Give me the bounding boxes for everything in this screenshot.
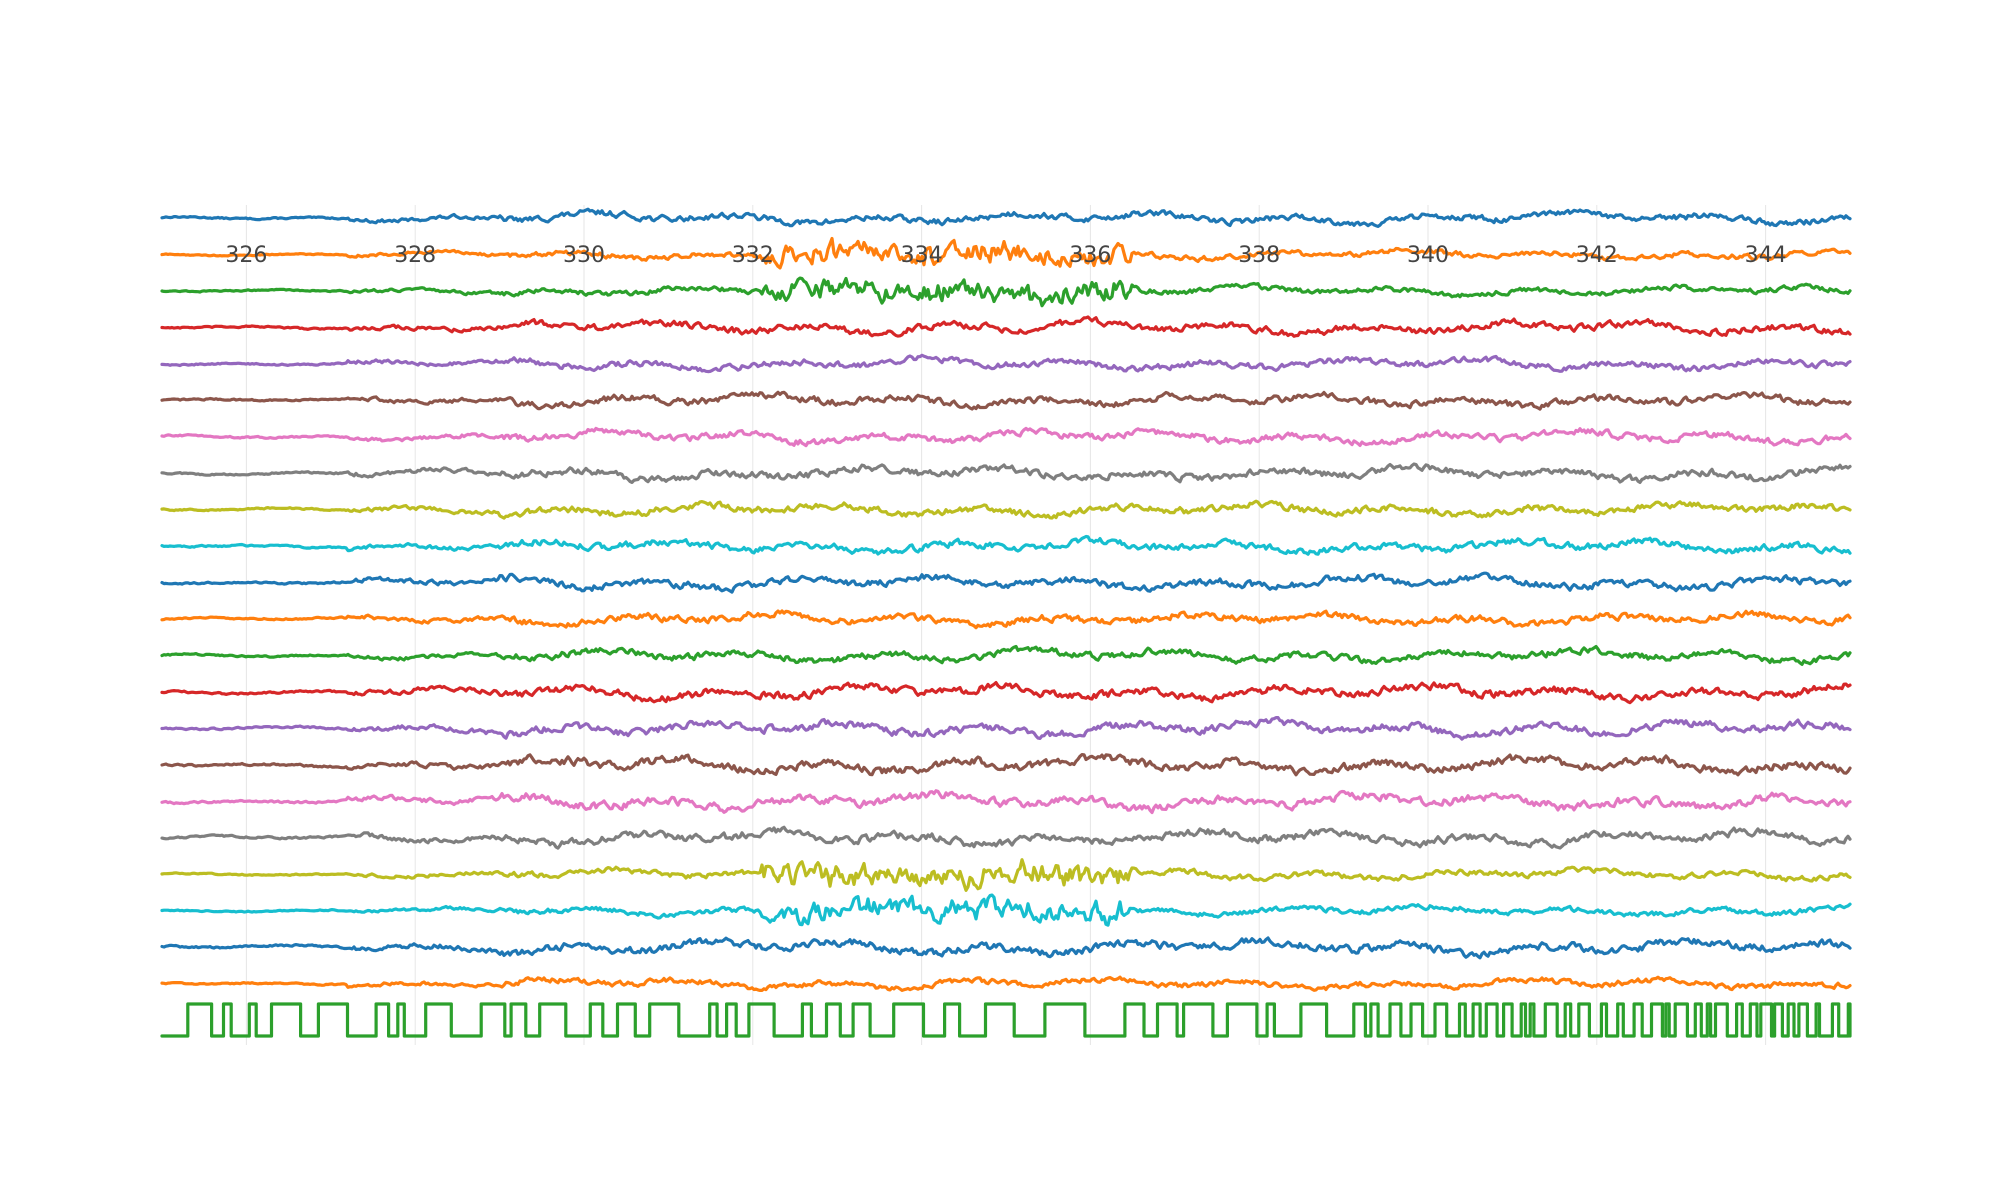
trace-channel-22 (160, 975, 1852, 992)
x-tick-label: 326 (225, 243, 267, 268)
trace-channel-15 (160, 716, 1852, 741)
x-tick-label: 328 (394, 243, 436, 268)
grid-lines (245, 205, 1767, 1045)
trace-channel-9 (160, 499, 1852, 520)
tick-labels: 326 328 330 332 334 336 338 340 342 344 (225, 243, 1786, 268)
trace-channel-14 (160, 681, 1852, 705)
trace-channel-19 (160, 858, 1852, 892)
trace-channel-6 (160, 390, 1852, 411)
trace-channel-18 (160, 825, 1852, 850)
trace-channel-7 (160, 426, 1852, 448)
trace-channel-8 (160, 462, 1852, 484)
trace-channel-1 (160, 207, 1852, 228)
trace-group (160, 207, 1852, 1038)
trace-channel-21 (160, 936, 1852, 960)
trace-channel-17 (160, 789, 1852, 815)
x-tick-label: 334 (901, 243, 943, 268)
x-tick-label: 340 (1407, 243, 1449, 268)
trace-channel-12 (160, 609, 1852, 630)
trace-channel-13 (160, 644, 1852, 666)
x-tick-label: 344 (1745, 243, 1787, 268)
trace-channel-4 (160, 315, 1852, 338)
x-tick-label: 342 (1576, 243, 1618, 268)
trace-channel-3 (160, 276, 1852, 308)
trace-channel-2 (160, 236, 1852, 270)
trace-channel-10 (160, 534, 1852, 556)
x-tick-label: 338 (1238, 243, 1280, 268)
trace-channel-5 (160, 353, 1852, 374)
x-tick-label: 330 (563, 243, 605, 268)
trace-channel-11 (160, 571, 1852, 594)
x-tick-label: 332 (732, 243, 774, 268)
trace-channel-23 (160, 1002, 1852, 1038)
trace-channel-20 (160, 893, 1852, 927)
trace-channel-16 (160, 753, 1852, 777)
x-tick-label: 336 (1069, 243, 1111, 268)
